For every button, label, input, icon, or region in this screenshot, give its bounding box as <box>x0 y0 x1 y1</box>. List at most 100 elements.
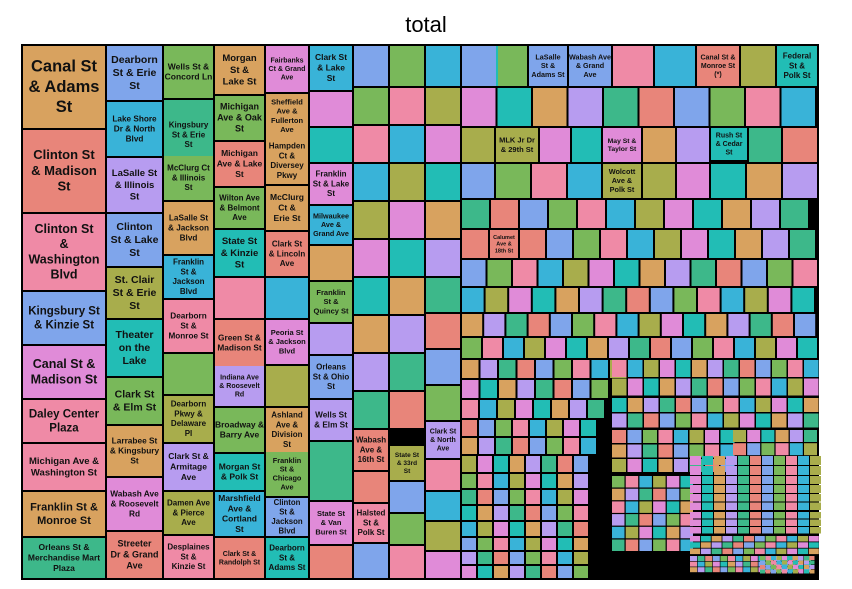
treemap-tile-label: Theater on the Lake <box>116 329 154 367</box>
treemap-tile-labeled <box>107 378 162 424</box>
treemap-tile <box>787 569 793 574</box>
treemap-tile <box>735 567 743 573</box>
treemap-tile-labeled <box>23 346 105 398</box>
treemap-tile <box>714 456 725 465</box>
treemap-tile <box>765 548 776 555</box>
treemap-tile <box>612 378 627 396</box>
treemap-tile <box>526 552 540 564</box>
treemap-tile <box>705 561 713 567</box>
treemap-tile-label: Dearborn Pkwy & Delaware Pl <box>171 400 207 438</box>
treemap-tile <box>530 438 545 454</box>
treemap-tile <box>542 522 556 536</box>
treemap-tile <box>776 565 782 569</box>
treemap-tile <box>660 360 675 377</box>
treemap-tile <box>746 88 780 126</box>
treemap-tile <box>658 430 673 443</box>
treemap-tile <box>354 240 388 276</box>
treemap-tile <box>558 506 572 520</box>
treemap-tile <box>787 536 798 542</box>
treemap-tile <box>591 380 608 398</box>
treemap-tile <box>711 548 722 555</box>
treemap-tile <box>310 442 352 500</box>
treemap-tile <box>310 128 352 162</box>
treemap-tile-labeled <box>711 128 747 160</box>
treemap-tile <box>478 456 492 472</box>
treemap-tile <box>617 314 638 336</box>
treemap-tile <box>588 400 604 418</box>
treemap-tile-labeled <box>107 46 162 100</box>
treemap-tile <box>756 398 771 412</box>
treemap-tile <box>558 490 572 504</box>
treemap-tile-label: Wells St & Elm St <box>314 410 348 429</box>
treemap-tile <box>714 519 725 526</box>
treemap-tile <box>639 314 660 336</box>
treemap-tile-labeled <box>354 430 388 470</box>
treemap-tile <box>728 567 735 573</box>
treemap-tile <box>528 314 549 336</box>
treemap-tile <box>774 512 785 519</box>
treemap-tile <box>506 314 527 336</box>
treemap-tile <box>786 494 797 502</box>
treemap-tile <box>798 565 804 569</box>
treemap-tile-labeled <box>107 268 162 318</box>
treemap-tile <box>787 556 793 560</box>
treemap-tile <box>675 88 709 126</box>
treemap-tile-label: Canal St & Madison St <box>31 357 99 386</box>
treemap-tile <box>480 360 497 378</box>
treemap-tile <box>714 512 725 519</box>
treemap-tile-label: Dearborn St & Monroe St <box>168 311 208 340</box>
treemap-tile <box>762 466 773 475</box>
treemap-tile <box>653 488 666 501</box>
treemap-tile <box>390 546 424 578</box>
treemap-tile <box>504 338 523 358</box>
treemap-tile <box>772 413 787 428</box>
treemap-tile-labeled <box>164 202 213 254</box>
treemap-tile <box>798 536 808 542</box>
treemap-tile <box>676 413 691 428</box>
treemap-tile <box>743 567 751 573</box>
treemap-tile <box>612 360 627 377</box>
treemap-tile-labeled <box>266 232 308 276</box>
treemap-tile <box>542 456 556 472</box>
treemap-tile-label: Michigan Ave & Lake St <box>217 148 263 179</box>
treemap-tile <box>636 200 663 228</box>
treemap-tile-labeled <box>426 422 460 458</box>
treemap-tile <box>639 488 652 501</box>
treemap-tile-labeled <box>164 300 213 352</box>
treemap-tile-labeled <box>23 214 105 290</box>
treemap-tile <box>510 538 524 550</box>
treemap-tile <box>783 164 817 198</box>
treemap-tile-labeled <box>215 492 264 536</box>
treemap-tile <box>644 398 659 412</box>
treemap-tile-labeled <box>266 138 308 184</box>
treemap-tile <box>772 398 787 412</box>
treemap-tile <box>711 164 745 198</box>
treemap-tile <box>625 514 639 526</box>
treemap-tile <box>666 526 680 539</box>
treemap-tile <box>549 200 576 228</box>
treemap-tile-label: Franklin St & Chicago Ave <box>273 456 302 492</box>
treemap-tile <box>726 476 737 484</box>
treemap-tile <box>690 556 697 561</box>
treemap-tile <box>786 456 797 465</box>
treemap-tile <box>690 548 700 555</box>
treemap-tile <box>726 485 737 493</box>
treemap-tile <box>426 126 460 162</box>
treemap-tile <box>609 338 628 358</box>
treemap-tile <box>776 542 787 548</box>
treemap-tile <box>390 88 424 124</box>
treemap-tile <box>776 556 782 560</box>
treemap-tile <box>804 560 809 565</box>
treemap-tile <box>479 438 494 454</box>
treemap-tile <box>792 288 814 312</box>
treemap-tile <box>798 466 809 475</box>
treemap-tile <box>612 526 625 539</box>
treemap-tile <box>613 46 653 86</box>
treemap-tile <box>462 260 486 286</box>
treemap-tile <box>499 380 516 398</box>
treemap-tile-label: State St & 33rd St <box>395 452 420 475</box>
treemap-tile <box>574 552 588 564</box>
treemap-tile <box>494 490 508 504</box>
treemap-tile <box>744 548 754 555</box>
